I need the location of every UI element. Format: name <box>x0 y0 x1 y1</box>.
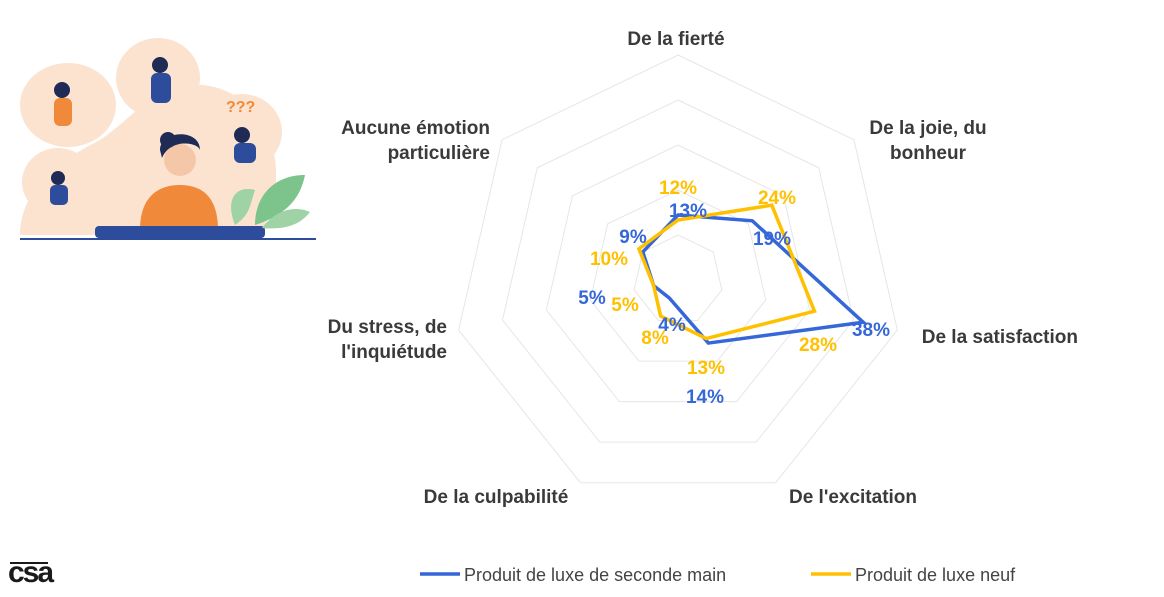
axis-label-aucune-emotion-particuliere: Aucune émotion particulière <box>341 118 490 164</box>
csa-logo-text: csa <box>8 556 54 589</box>
legend: Produit de luxe de seconde main Produit … <box>420 565 1016 585</box>
value-label-neuf-de-la-joie-du-bonheur: 24% <box>758 188 796 209</box>
legend-item-seconde-main: Produit de luxe de seconde main <box>420 565 726 585</box>
grid-ring-3 <box>545 144 811 403</box>
axis-label-de-la-satisfaction: De la satisfaction <box>922 327 1078 348</box>
grid-ring-2 <box>589 189 767 362</box>
axis-label-de-l-excitation: De l'excitation <box>789 487 917 508</box>
axis-label-de-la-fierte: De la fierté <box>627 29 724 50</box>
axis-label-de-la-culpabilite: De la culpabilité <box>424 487 569 508</box>
axis-label-du-stress-de-l-inquietude: Du stress, de l'inquiétude <box>328 317 447 363</box>
axis-labels: De la fierté De la joie, du bonheur De la s… <box>328 29 1078 508</box>
value-label-seconde-main-de-la-fierte: 13% <box>669 201 707 222</box>
axis-label-de-la-joie-du-bonheur: De la joie, du bonheur <box>869 118 986 164</box>
csa-logo: csa <box>8 556 56 589</box>
legend-label-seconde-main: Produit de luxe de seconde main <box>464 565 726 585</box>
svg-text:???: ??? <box>226 99 255 116</box>
woman-emotions-illustration: ??? <box>20 38 316 240</box>
legend-label-neuf: Produit de luxe neuf <box>855 565 1016 585</box>
value-label-seconde-main-de-l-excitation: 14% <box>686 387 724 408</box>
radar-series <box>636 203 868 345</box>
value-label-neuf-de-l-excitation: 13% <box>687 358 725 379</box>
value-label-neuf-de-la-satisfaction: 28% <box>799 335 837 356</box>
legend-item-neuf: Produit de luxe neuf <box>811 565 1016 585</box>
value-label-neuf-de-la-culpabilite: 8% <box>641 328 669 349</box>
value-label-seconde-main-de-la-satisfaction: 38% <box>852 320 890 341</box>
value-label-seconde-main-de-la-culpabilite: 4% <box>658 315 686 336</box>
value-label-neuf-du-stress-de-l-inquietude: 5% <box>611 295 639 316</box>
value-label-neuf-aucune-emotion-particuliere: 10% <box>590 249 628 270</box>
grid-ring-5 <box>458 54 898 484</box>
grid-ring-4 <box>501 99 855 443</box>
value-label-seconde-main-de-la-joie-du-bonheur: 19% <box>753 229 791 250</box>
value-label-seconde-main-aucune-emotion-particuliere: 9% <box>619 227 647 248</box>
value-label-neuf-de-la-fierte: 12% <box>659 178 697 199</box>
series-line-produit-de-luxe-de-seconde-main <box>640 213 868 345</box>
series-line-produit-de-luxe-neuf <box>636 203 817 341</box>
value-label-seconde-main-du-stress-de-l-inquietude: 5% <box>578 288 606 309</box>
radar-grid <box>458 54 898 484</box>
value-labels: 13%19%38%14%4%5%9%12% 24%28%13%8%5%10% <box>578 178 890 408</box>
